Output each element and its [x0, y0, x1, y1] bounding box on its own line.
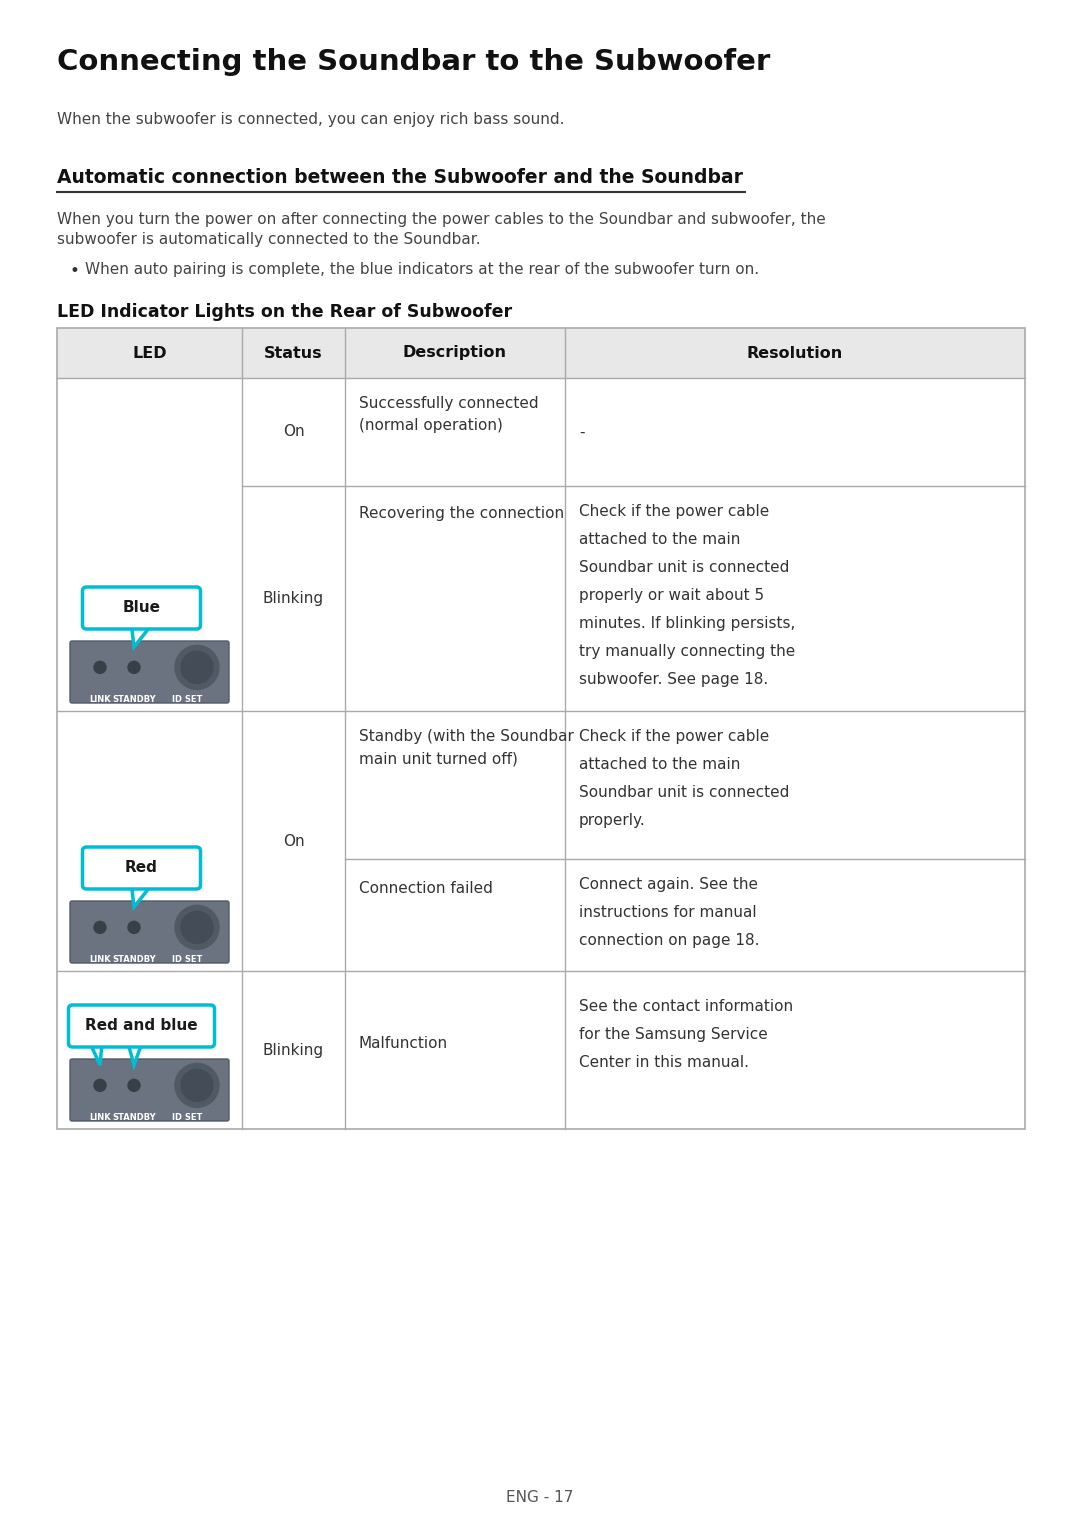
- Text: ID SET: ID SET: [172, 954, 202, 964]
- Text: -: -: [579, 424, 584, 440]
- Text: ID SET: ID SET: [172, 696, 202, 705]
- Text: Status: Status: [265, 346, 323, 360]
- Text: Check if the power cable: Check if the power cable: [579, 729, 769, 745]
- Text: properly.: properly.: [579, 813, 646, 827]
- Text: LINK: LINK: [90, 1114, 111, 1121]
- Text: ENG - 17: ENG - 17: [507, 1491, 573, 1504]
- FancyBboxPatch shape: [70, 640, 229, 703]
- Text: LINK: LINK: [90, 696, 111, 705]
- FancyBboxPatch shape: [68, 1005, 215, 1046]
- Text: Recovering the connection: Recovering the connection: [359, 506, 564, 521]
- FancyBboxPatch shape: [82, 587, 201, 630]
- FancyBboxPatch shape: [70, 1059, 229, 1121]
- Text: •: •: [69, 262, 79, 280]
- Text: Automatic connection between the Subwoofer and the Soundbar: Automatic connection between the Subwoof…: [57, 169, 743, 187]
- Text: Connection failed: Connection failed: [359, 881, 492, 896]
- FancyBboxPatch shape: [70, 901, 229, 964]
- Text: Connecting the Soundbar to the Subwoofer: Connecting the Soundbar to the Subwoofer: [57, 47, 770, 77]
- Circle shape: [129, 1080, 140, 1091]
- Text: Resolution: Resolution: [747, 346, 843, 360]
- Circle shape: [175, 645, 219, 689]
- Text: (normal operation): (normal operation): [359, 418, 503, 434]
- FancyBboxPatch shape: [57, 328, 1025, 378]
- Text: instructions for manual: instructions for manual: [579, 905, 757, 921]
- Text: subwoofer is automatically connected to the Soundbar.: subwoofer is automatically connected to …: [57, 231, 481, 247]
- Text: for the Samsung Service: for the Samsung Service: [579, 1026, 768, 1042]
- Text: Malfunction: Malfunction: [359, 1037, 448, 1051]
- Text: Connect again. See the: Connect again. See the: [579, 876, 758, 892]
- Text: When auto pairing is complete, the blue indicators at the rear of the subwoofer : When auto pairing is complete, the blue …: [85, 262, 759, 277]
- Text: ID SET: ID SET: [172, 1114, 202, 1121]
- Text: Blue: Blue: [122, 601, 161, 616]
- Text: Soundbar unit is connected: Soundbar unit is connected: [579, 561, 789, 574]
- Text: Red: Red: [125, 861, 158, 875]
- Bar: [57, 328, 1025, 1129]
- Text: Description: Description: [403, 346, 507, 360]
- Polygon shape: [132, 885, 151, 907]
- FancyBboxPatch shape: [82, 847, 201, 889]
- Text: subwoofer. See page 18.: subwoofer. See page 18.: [579, 673, 768, 686]
- Text: minutes. If blinking persists,: minutes. If blinking persists,: [579, 616, 795, 631]
- Text: Soundbar unit is connected: Soundbar unit is connected: [579, 784, 789, 800]
- Polygon shape: [132, 625, 151, 647]
- Text: main unit turned off): main unit turned off): [359, 751, 518, 766]
- Text: attached to the main: attached to the main: [579, 757, 741, 772]
- Text: Successfully connected: Successfully connected: [359, 395, 539, 411]
- Text: LED Indicator Lights on the Rear of Subwoofer: LED Indicator Lights on the Rear of Subw…: [57, 303, 512, 322]
- Polygon shape: [129, 1043, 141, 1065]
- Text: On: On: [283, 424, 305, 440]
- Circle shape: [181, 651, 213, 683]
- Text: When the subwoofer is connected, you can enjoy rich bass sound.: When the subwoofer is connected, you can…: [57, 112, 565, 127]
- Text: Red and blue: Red and blue: [85, 1019, 198, 1034]
- Text: STANDBY: STANDBY: [112, 1114, 156, 1121]
- Circle shape: [94, 921, 106, 933]
- Text: properly or wait about 5: properly or wait about 5: [579, 588, 765, 604]
- Text: try manually connecting the: try manually connecting the: [579, 643, 795, 659]
- Text: On: On: [283, 833, 305, 849]
- Polygon shape: [90, 1043, 102, 1065]
- Text: Center in this manual.: Center in this manual.: [579, 1056, 750, 1069]
- Text: LINK: LINK: [90, 954, 111, 964]
- Circle shape: [175, 1063, 219, 1108]
- Text: See the contact information: See the contact information: [579, 999, 793, 1014]
- Circle shape: [129, 662, 140, 674]
- Text: STANDBY: STANDBY: [112, 696, 156, 705]
- Text: connection on page 18.: connection on page 18.: [579, 933, 759, 948]
- Circle shape: [94, 1080, 106, 1091]
- Text: LED: LED: [132, 346, 166, 360]
- Circle shape: [181, 912, 213, 944]
- Circle shape: [181, 1069, 213, 1102]
- Circle shape: [129, 921, 140, 933]
- Text: When you turn the power on after connecting the power cables to the Soundbar and: When you turn the power on after connect…: [57, 211, 826, 227]
- Text: Blinking: Blinking: [262, 591, 324, 607]
- Circle shape: [94, 662, 106, 674]
- Text: STANDBY: STANDBY: [112, 954, 156, 964]
- Circle shape: [175, 905, 219, 950]
- Text: Blinking: Blinking: [262, 1042, 324, 1057]
- Text: Standby (with the Soundbar: Standby (with the Soundbar: [359, 729, 573, 745]
- Text: attached to the main: attached to the main: [579, 532, 741, 547]
- Text: Check if the power cable: Check if the power cable: [579, 504, 769, 519]
